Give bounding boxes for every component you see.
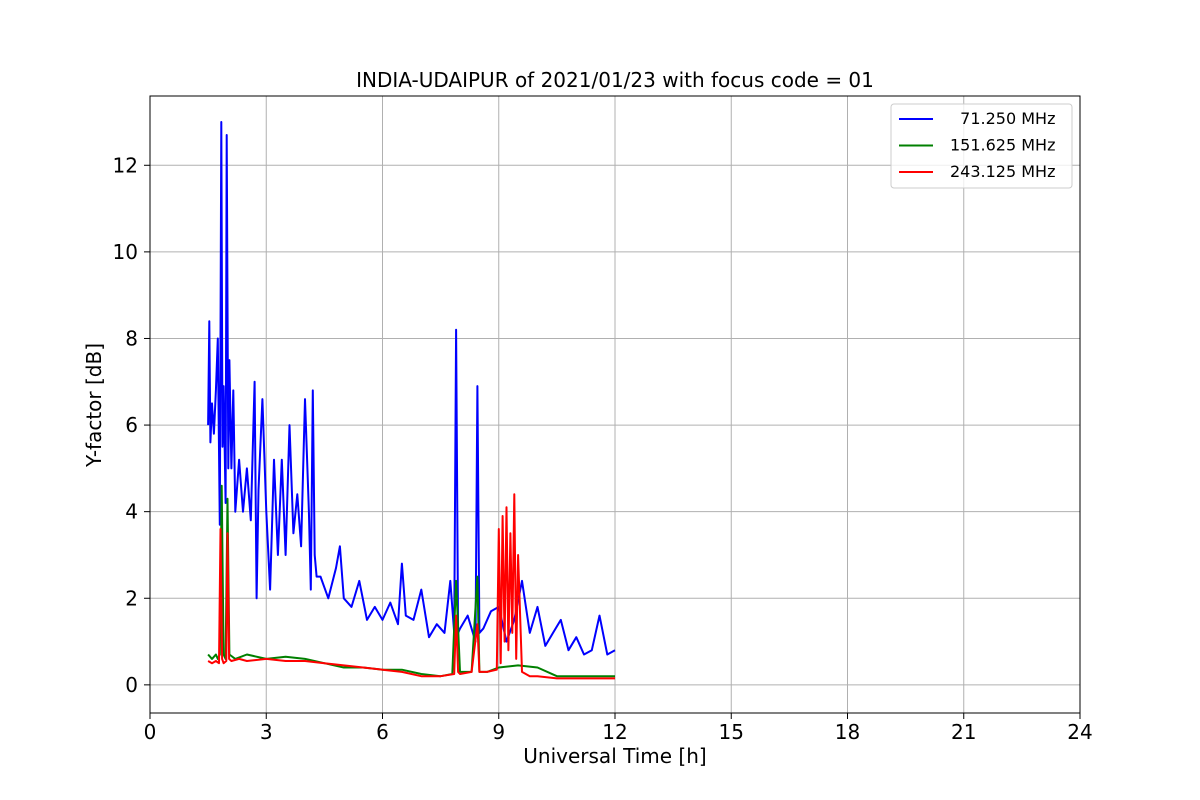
y-axis-label: Y-factor [dB] (82, 343, 106, 468)
x-tick-label: 0 (144, 720, 157, 744)
x-tick-label: 12 (602, 720, 627, 744)
chart-title: INDIA-UDAIPUR of 2021/01/23 with focus c… (356, 68, 874, 92)
y-tick-label: 12 (113, 153, 138, 177)
legend-label-3: 243.125 MHz (950, 162, 1055, 181)
y-tick-label: 2 (125, 586, 138, 610)
y-tick-label: 4 (125, 500, 138, 524)
y-axis: 0 2 4 6 8 10 12 (113, 153, 150, 697)
y-tick-label: 8 (125, 326, 138, 350)
x-axis: 0 3 6 9 12 15 18 21 24 (144, 713, 1093, 744)
y-tick-label: 6 (125, 413, 138, 437)
x-tick-label: 18 (835, 720, 860, 744)
x-axis-label: Universal Time [h] (523, 744, 706, 768)
x-tick-label: 21 (951, 720, 976, 744)
legend-label-1: 71.250 MHz (950, 109, 1055, 128)
plot-series (207, 121, 616, 680)
legend-label-2: 151.625 MHz (950, 136, 1055, 155)
series-line-3 (207, 493, 615, 680)
x-tick-label: 9 (492, 720, 505, 744)
y-tick-label: 10 (113, 240, 138, 264)
x-tick-label: 6 (376, 720, 389, 744)
series-line-1 (207, 121, 616, 656)
x-tick-label: 3 (260, 720, 273, 744)
x-tick-label: 24 (1067, 720, 1092, 744)
legend: 71.250 MHz 151.625 MHz 243.125 MHz (890, 103, 1073, 189)
legend-box (890, 103, 1073, 189)
x-tick-label: 15 (719, 720, 744, 744)
y-tick-label: 0 (125, 673, 138, 697)
